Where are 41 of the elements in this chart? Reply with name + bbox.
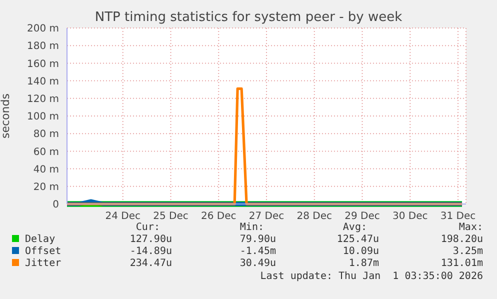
text: 234.47u bbox=[128, 258, 172, 270]
x-tick-label: 25 Dec bbox=[153, 211, 188, 222]
y-axis-title: seconds bbox=[0, 93, 12, 138]
x-tick-label: 24 Dec bbox=[105, 211, 140, 222]
text: Min: bbox=[238, 222, 265, 234]
y-tick-label: 200 m bbox=[26, 24, 59, 35]
text: 198.20u bbox=[440, 234, 483, 246]
x-tick-label: 27 Dec bbox=[248, 211, 284, 222]
x-tick-label: 28 Dec bbox=[296, 211, 332, 222]
chart-title: NTP timing statistics for system peer - by week bbox=[94, 10, 404, 25]
text: -14.89u bbox=[128, 246, 172, 258]
y-tick-label: 80 m bbox=[33, 129, 59, 140]
x-tick-label: 26 Dec bbox=[200, 211, 236, 222]
text: 1.87m bbox=[348, 258, 379, 270]
text: 79.90u bbox=[238, 234, 276, 246]
y-tick-label: 60 m bbox=[33, 146, 59, 158]
y-tick-label: 180 m bbox=[26, 41, 59, 52]
text: 3.25m bbox=[452, 246, 483, 258]
text: Avg: bbox=[342, 222, 368, 234]
x-tick-label: 29 Dec bbox=[344, 211, 380, 222]
legend-label: Delay bbox=[24, 234, 56, 246]
y-tick-label: 40 m bbox=[33, 164, 59, 176]
y-tick-label: 0 bbox=[52, 200, 59, 211]
legend-label: Jitter bbox=[24, 258, 62, 270]
y-tick-label: 140 m bbox=[26, 76, 59, 88]
text: 10.09u bbox=[342, 246, 379, 258]
text: Max: bbox=[458, 222, 483, 234]
y-tick-label: 20 m bbox=[33, 182, 59, 193]
text: Last update: Thu Jan 1 03:35:00 2026 bbox=[259, 271, 483, 283]
text: -1.45m bbox=[238, 246, 276, 258]
x-tick-label: 31 Dec bbox=[440, 211, 476, 222]
text: 127.90u bbox=[128, 234, 172, 246]
y-tick-label: 100 m bbox=[26, 112, 59, 123]
y-tick-label: 160 m bbox=[26, 58, 59, 70]
x-tick-label: 30 Dec bbox=[392, 211, 428, 222]
legend-label: Offset bbox=[24, 246, 62, 258]
text: 125.47u bbox=[336, 234, 379, 246]
text: 30.49u bbox=[238, 258, 276, 270]
text: Cur: bbox=[134, 222, 161, 234]
text: 131.01m bbox=[440, 258, 483, 270]
y-tick-label: 120 m bbox=[26, 94, 59, 105]
